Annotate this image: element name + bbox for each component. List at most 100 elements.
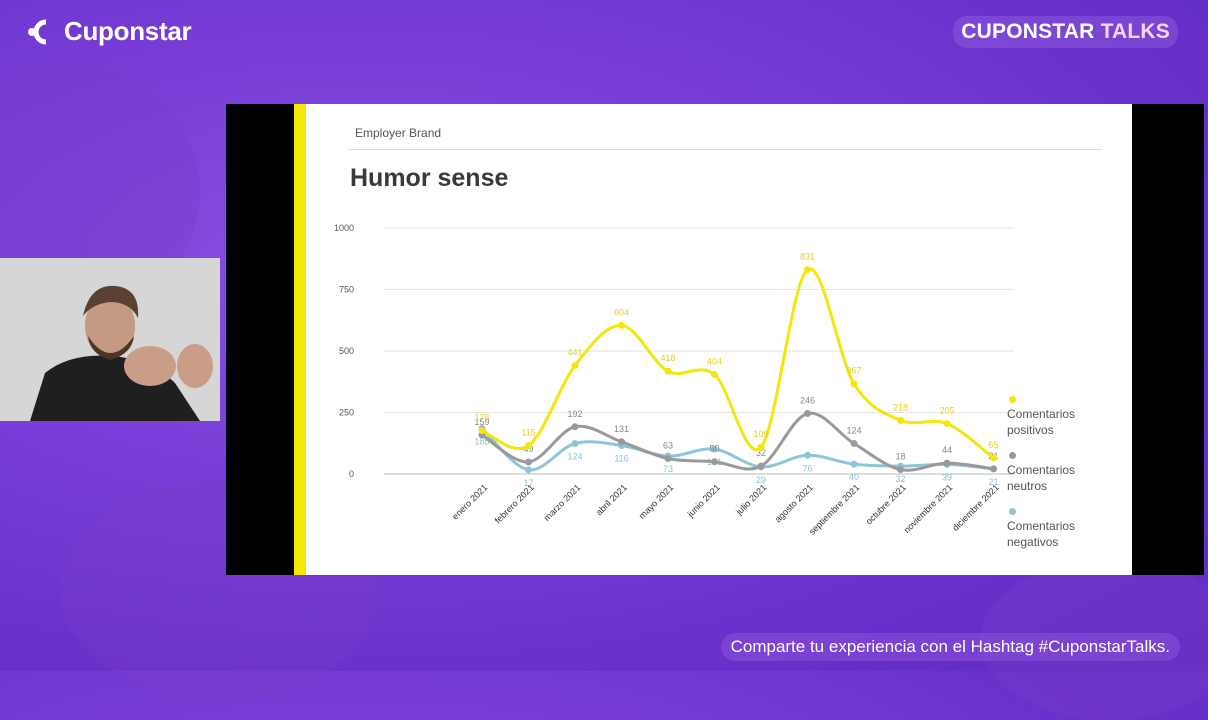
data-point-neutros: [757, 462, 765, 470]
series-line-negativos: [480, 426, 995, 472]
data-label-positivos: 418: [660, 353, 675, 363]
data-point-negativos: [804, 451, 811, 459]
data-label-positivos: 367: [846, 366, 861, 376]
x-tick-label: junio 2021: [685, 482, 722, 519]
data-label-negativos: 32: [895, 474, 905, 484]
data-point-positivos: [850, 380, 858, 388]
data-label-neutros: 192: [567, 409, 582, 419]
legend-item-negativos: Comentarios negativos: [1007, 508, 1097, 550]
data-label-negativos: 21: [988, 477, 998, 487]
data-label-neutros: 131: [614, 424, 629, 434]
chart-legend: Comentarios positivos Comentarios neutros…: [1007, 396, 1097, 564]
cuponstar-talks-badge: CUPONSTAR TALKS: [953, 16, 1178, 48]
data-point-neutros: [664, 455, 672, 463]
presenter-video: [0, 258, 220, 421]
x-tick-label: febrero 2021: [493, 482, 536, 525]
data-label-positivos: 176: [474, 413, 489, 423]
data-point-positivos: [571, 362, 579, 370]
data-point-negativos: [850, 460, 858, 468]
data-point-positivos: [525, 442, 532, 450]
data-label-negativos: 76: [802, 463, 812, 473]
data-point-positivos: [618, 321, 625, 329]
data-point-positivos: [664, 367, 672, 375]
y-tick-label: 500: [339, 346, 354, 356]
data-label-positivos: 404: [707, 357, 722, 367]
data-label-negativos: 29: [756, 475, 766, 485]
divider: [348, 149, 1102, 150]
data-label-positivos: 65: [988, 440, 998, 450]
data-point-neutros: [850, 439, 858, 447]
x-tick-label: enero 2021: [450, 482, 489, 521]
slide: Employer Brand Humor sense 0 250 500 750 100…: [294, 104, 1132, 575]
brand-name: Cuponstar: [64, 16, 192, 46]
legend-label: Comentarios neutros: [1007, 463, 1076, 493]
line-chart: 0 250 500 750 1000 enero 2021 febrero 2021 marz…: [334, 223, 1014, 537]
legend-dot: [1009, 508, 1016, 515]
data-label-negativos: 17: [523, 478, 533, 488]
data-point-neutros: [804, 409, 811, 417]
data-label-negativos: 185: [474, 436, 489, 446]
data-point-positivos: [804, 266, 811, 274]
presentation-frame: Employer Brand Humor sense 0 250 500 750 100…: [226, 104, 1204, 575]
data-label-neutros: 18: [895, 452, 905, 462]
data-label-positivos: 109: [753, 429, 768, 439]
series-line-positivos: [480, 267, 995, 460]
x-tick-label: diciembre 2021: [950, 482, 1001, 533]
data-label-positivos: 604: [614, 307, 629, 317]
data-label-neutros: 50: [709, 444, 719, 454]
data-label-neutros: 246: [800, 395, 815, 405]
data-point-positivos: [757, 443, 765, 451]
y-tick-label: 0: [349, 469, 354, 479]
x-tick-label: noviembre 2021: [902, 482, 955, 535]
data-point-negativos: [711, 445, 718, 453]
data-point-neutros: [943, 459, 951, 467]
data-point-neutros: [618, 438, 625, 446]
data-label-negativos: 40: [849, 472, 859, 482]
hashtag-banner: Comparte tu experiencia con el Hashtag #…: [720, 633, 1180, 661]
data-point-neutros: [711, 458, 718, 466]
data-point-neutros: [990, 465, 997, 473]
data-point-positivos: [897, 416, 904, 424]
legend-dot: [1009, 452, 1016, 459]
data-label-negativos: 116: [614, 453, 628, 463]
data-label-positivos: 205: [939, 406, 954, 416]
data-label-negativos: 39: [942, 472, 952, 482]
data-point-negativos: [571, 439, 579, 447]
legend-label: Comentarios negativos: [1007, 519, 1076, 549]
data-point-positivos: [711, 371, 718, 379]
data-label-positivos: 441: [567, 348, 582, 358]
data-point-positivos: [478, 427, 486, 435]
y-tick-label: 750: [339, 285, 354, 295]
legend-item-positivos: Comentarios positivos: [1007, 396, 1097, 438]
cuponstar-logo-icon: [24, 18, 58, 46]
x-tick-label: octubre 2021: [864, 482, 908, 526]
x-tick-label: marzo 2021: [542, 482, 583, 523]
data-label-neutros: 32: [756, 448, 766, 458]
data-point-positivos: [943, 420, 951, 428]
x-tick-label: agosto 2021: [773, 482, 815, 524]
data-label-negativos: 73: [663, 464, 673, 474]
legend-dot: [1009, 396, 1016, 403]
legend-item-neutros: Comentarios neutros: [1007, 452, 1097, 494]
section-label: Employer Brand: [355, 126, 442, 140]
data-label-negativos: 124: [567, 451, 582, 461]
x-tick-label: abril 2021: [594, 482, 629, 517]
y-tick-label: 250: [339, 408, 354, 418]
accent-bar: [294, 104, 306, 575]
slide-title: Humor sense: [350, 164, 509, 192]
data-point-neutros: [571, 423, 579, 431]
data-label-neutros: 44: [942, 445, 952, 455]
data-point-neutros: [897, 466, 904, 474]
data-point-neutros: [525, 458, 532, 466]
talks-prefix: CUPONSTAR: [961, 20, 1095, 43]
webcam-feed: [0, 258, 220, 421]
talks-suffix: TALKS: [1100, 20, 1170, 43]
data-label-neutros: 159: [474, 417, 489, 427]
x-tick-label: mayo 2021: [637, 482, 676, 521]
data-point-negativos: [525, 466, 532, 474]
data-label-positivos: 831: [800, 252, 815, 262]
data-label-neutros: 63: [663, 441, 673, 451]
cuponstar-logo: Cuponstar: [24, 16, 192, 47]
data-label-neutros: 124: [846, 425, 861, 435]
x-tick-label: julio 2021: [733, 482, 768, 517]
